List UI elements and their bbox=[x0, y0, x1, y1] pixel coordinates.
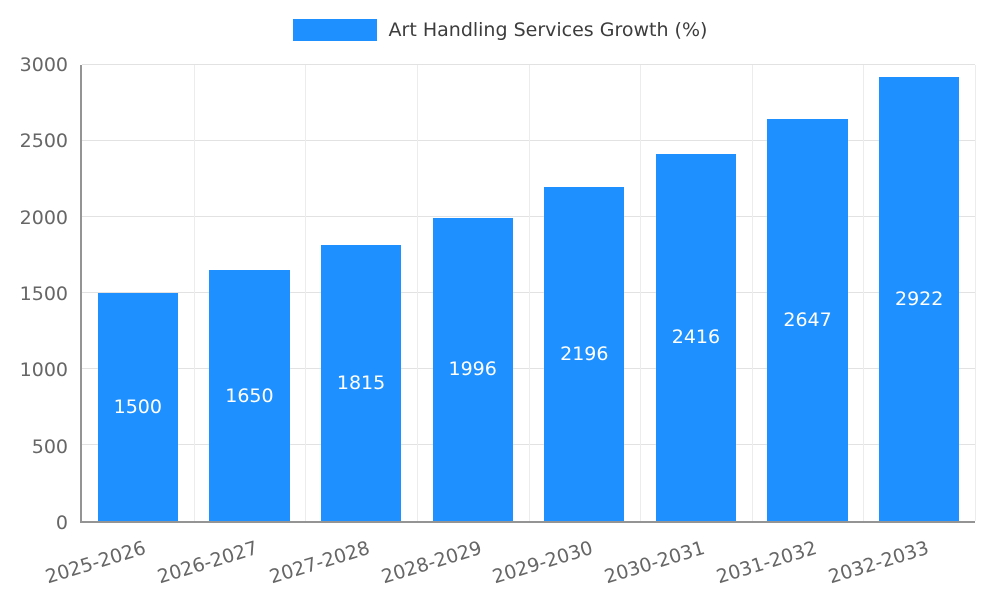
v-gridline bbox=[751, 65, 753, 521]
v-gridline bbox=[193, 65, 195, 521]
bar: 1650 bbox=[209, 270, 290, 521]
y-tick-label: 0 bbox=[55, 512, 68, 534]
bar: 2416 bbox=[655, 153, 737, 521]
bar: 2922 bbox=[879, 76, 960, 521]
bar-value-label: 2416 bbox=[671, 326, 721, 349]
plot-area: 1500 1650 1815 1996 2196 2416 2647 2922 bbox=[80, 64, 976, 523]
v-gridline bbox=[640, 65, 642, 521]
bar-slot: 2647 bbox=[752, 65, 864, 521]
v-gridline bbox=[975, 65, 976, 521]
bar-value-label: 1996 bbox=[448, 358, 497, 381]
bar: 2647 bbox=[767, 118, 848, 521]
bar-value-label: 2922 bbox=[894, 287, 944, 310]
y-tick-label: 2500 bbox=[19, 130, 68, 153]
bar-slot: 2922 bbox=[863, 65, 975, 521]
bar: 1996 bbox=[432, 217, 513, 521]
bar: 2196 bbox=[544, 187, 625, 521]
v-gridline bbox=[528, 65, 530, 521]
x-axis: 2025-2026 2026-2027 2027-2028 2028-2029 2029… bbox=[0, 531, 1000, 600]
bar: 1500 bbox=[97, 293, 178, 521]
bar-slot: 1996 bbox=[417, 65, 529, 521]
bar-value-label: 1650 bbox=[225, 384, 274, 407]
y-tick-label: 1000 bbox=[19, 359, 68, 382]
bar: 1815 bbox=[320, 245, 402, 521]
bar-slot: 2196 bbox=[529, 65, 641, 521]
y-tick-label: 3000 bbox=[19, 54, 68, 76]
bar-value-label: 2647 bbox=[783, 308, 832, 331]
legend-swatch-icon bbox=[292, 19, 377, 41]
bar-slot: 2416 bbox=[640, 65, 752, 521]
v-gridline bbox=[416, 65, 418, 521]
y-tick-label: 500 bbox=[31, 435, 68, 458]
v-gridline bbox=[305, 65, 307, 521]
x-tick-label: 2032-2033 bbox=[826, 537, 932, 589]
bar-slot: 1650 bbox=[194, 65, 306, 521]
bar-value-label: 1500 bbox=[113, 396, 162, 418]
bar-value-label: 1815 bbox=[336, 372, 386, 395]
v-gridline bbox=[863, 65, 865, 521]
h-gridline bbox=[82, 64, 975, 65]
bar-value-label: 2196 bbox=[560, 343, 609, 366]
bar-slot: 1815 bbox=[305, 65, 417, 521]
bar-slot: 1500 bbox=[82, 65, 194, 521]
y-axis: 0 500 1000 1500 2000 2500 3000 bbox=[0, 54, 68, 534]
chart-legend: Art Handling Services Growth (%) bbox=[0, 19, 1000, 41]
y-tick-label: 2000 bbox=[19, 206, 68, 229]
y-tick-label: 1500 bbox=[19, 283, 68, 305]
legend-label: Art Handling Services Growth (%) bbox=[388, 19, 708, 41]
